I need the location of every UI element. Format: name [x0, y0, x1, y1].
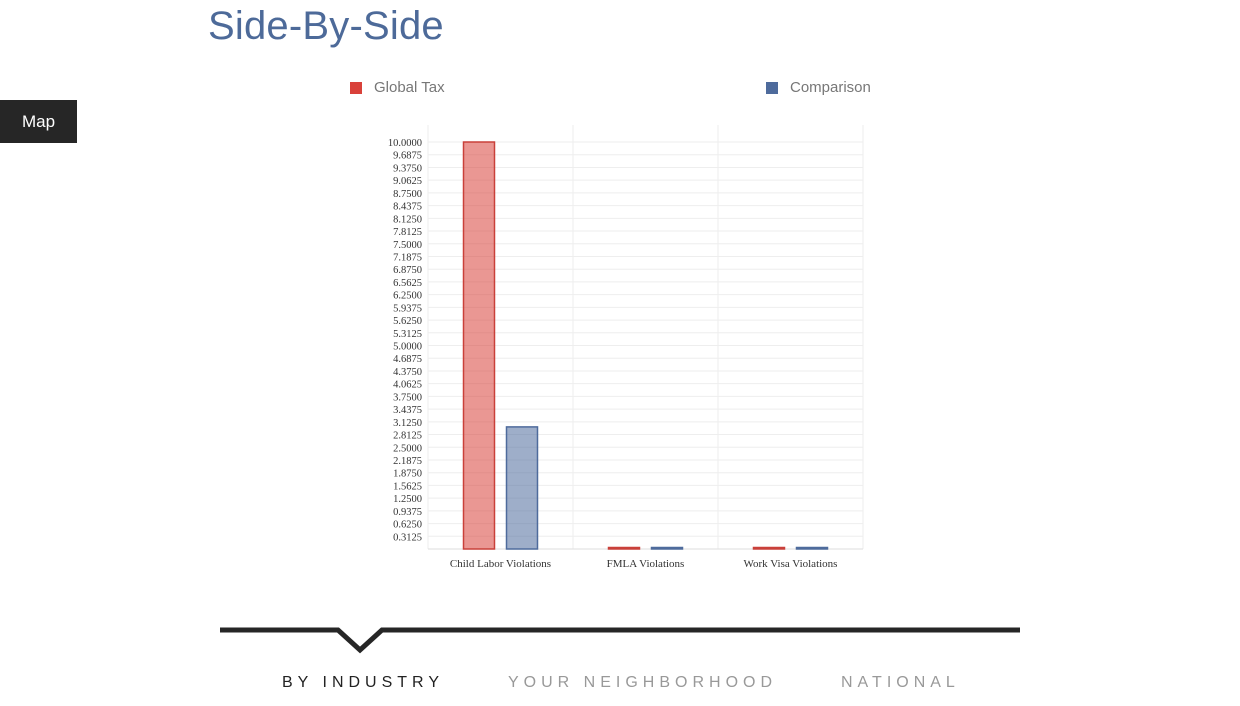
bar-comparison	[505, 426, 539, 550]
y-tick-label: 9.6875	[393, 151, 422, 162]
y-tick-label: 0.3125	[393, 532, 422, 543]
legend-label-comparison: Comparison	[790, 79, 871, 96]
legend-item-comparison[interactable]: Comparison	[766, 79, 871, 96]
legend-swatch-comparison	[766, 81, 778, 94]
y-tick-label: 7.8125	[393, 227, 422, 238]
y-tick-label: 1.8750	[393, 469, 422, 480]
y-tick-label: 2.8125	[393, 431, 422, 442]
y-tick-label: 5.3125	[393, 329, 422, 340]
y-tick-label: 6.2500	[393, 291, 422, 302]
y-tick-label: 0.6250	[393, 520, 422, 531]
y-tick-label: 1.2500	[393, 494, 422, 505]
y-tick-label: 3.4375	[393, 405, 422, 416]
bar-global-tax	[462, 141, 496, 550]
nav-active-chevron	[220, 627, 1020, 654]
y-tick-label: 4.3750	[393, 367, 422, 378]
bar-comparison	[650, 546, 684, 550]
x-tick-label: Child Labor Violations	[450, 558, 551, 570]
bar-global-tax	[752, 546, 786, 550]
x-tick-label: Work Visa Violations	[744, 558, 838, 570]
y-tick-label: 8.4375	[393, 202, 422, 213]
bar-comparison	[795, 546, 829, 550]
y-tick-label: 0.9375	[393, 507, 422, 518]
y-tick-label: 2.1875	[393, 456, 422, 467]
y-tick-label: 4.6875	[393, 354, 422, 365]
y-tick-label: 9.3750	[393, 163, 422, 174]
map-button[interactable]: Map	[0, 100, 77, 143]
x-tick-label: FMLA Violations	[607, 558, 685, 570]
nav-indicator-bar	[220, 627, 1020, 654]
y-tick-label: 1.5625	[393, 481, 422, 492]
y-tick-label: 7.5000	[393, 240, 422, 251]
y-tick-label: 3.7500	[393, 392, 422, 403]
y-tick-label: 6.5625	[393, 278, 422, 289]
y-tick-label: 4.0625	[393, 380, 422, 391]
y-tick-label: 2.5000	[393, 443, 422, 454]
tab-national[interactable]: NATIONAL	[841, 674, 960, 691]
legend-label-global-tax: Global Tax	[374, 79, 445, 96]
bar-global-tax	[607, 546, 641, 550]
y-tick-label: 3.1250	[393, 418, 422, 429]
y-tick-label: 7.1875	[393, 252, 422, 263]
legend-item-global-tax[interactable]: Global Tax	[350, 79, 445, 96]
y-tick-label: 9.0625	[393, 176, 422, 187]
y-tick-label: 5.6250	[393, 316, 422, 327]
y-tick-label: 8.1250	[393, 214, 422, 225]
y-tick-label: 5.9375	[393, 303, 422, 314]
tab-your-neighborhood[interactable]: YOUR NEIGHBORHOOD	[508, 674, 778, 691]
y-tick-label: 10.0000	[388, 138, 422, 149]
tab-by-industry[interactable]: BY INDUSTRY	[282, 674, 444, 691]
y-tick-label: 6.8750	[393, 265, 422, 276]
page-title: Side-By-Side	[208, 4, 444, 48]
y-tick-label: 5.0000	[393, 342, 422, 353]
y-tick-label: 8.7500	[393, 189, 422, 200]
legend-swatch-global-tax	[350, 81, 362, 94]
